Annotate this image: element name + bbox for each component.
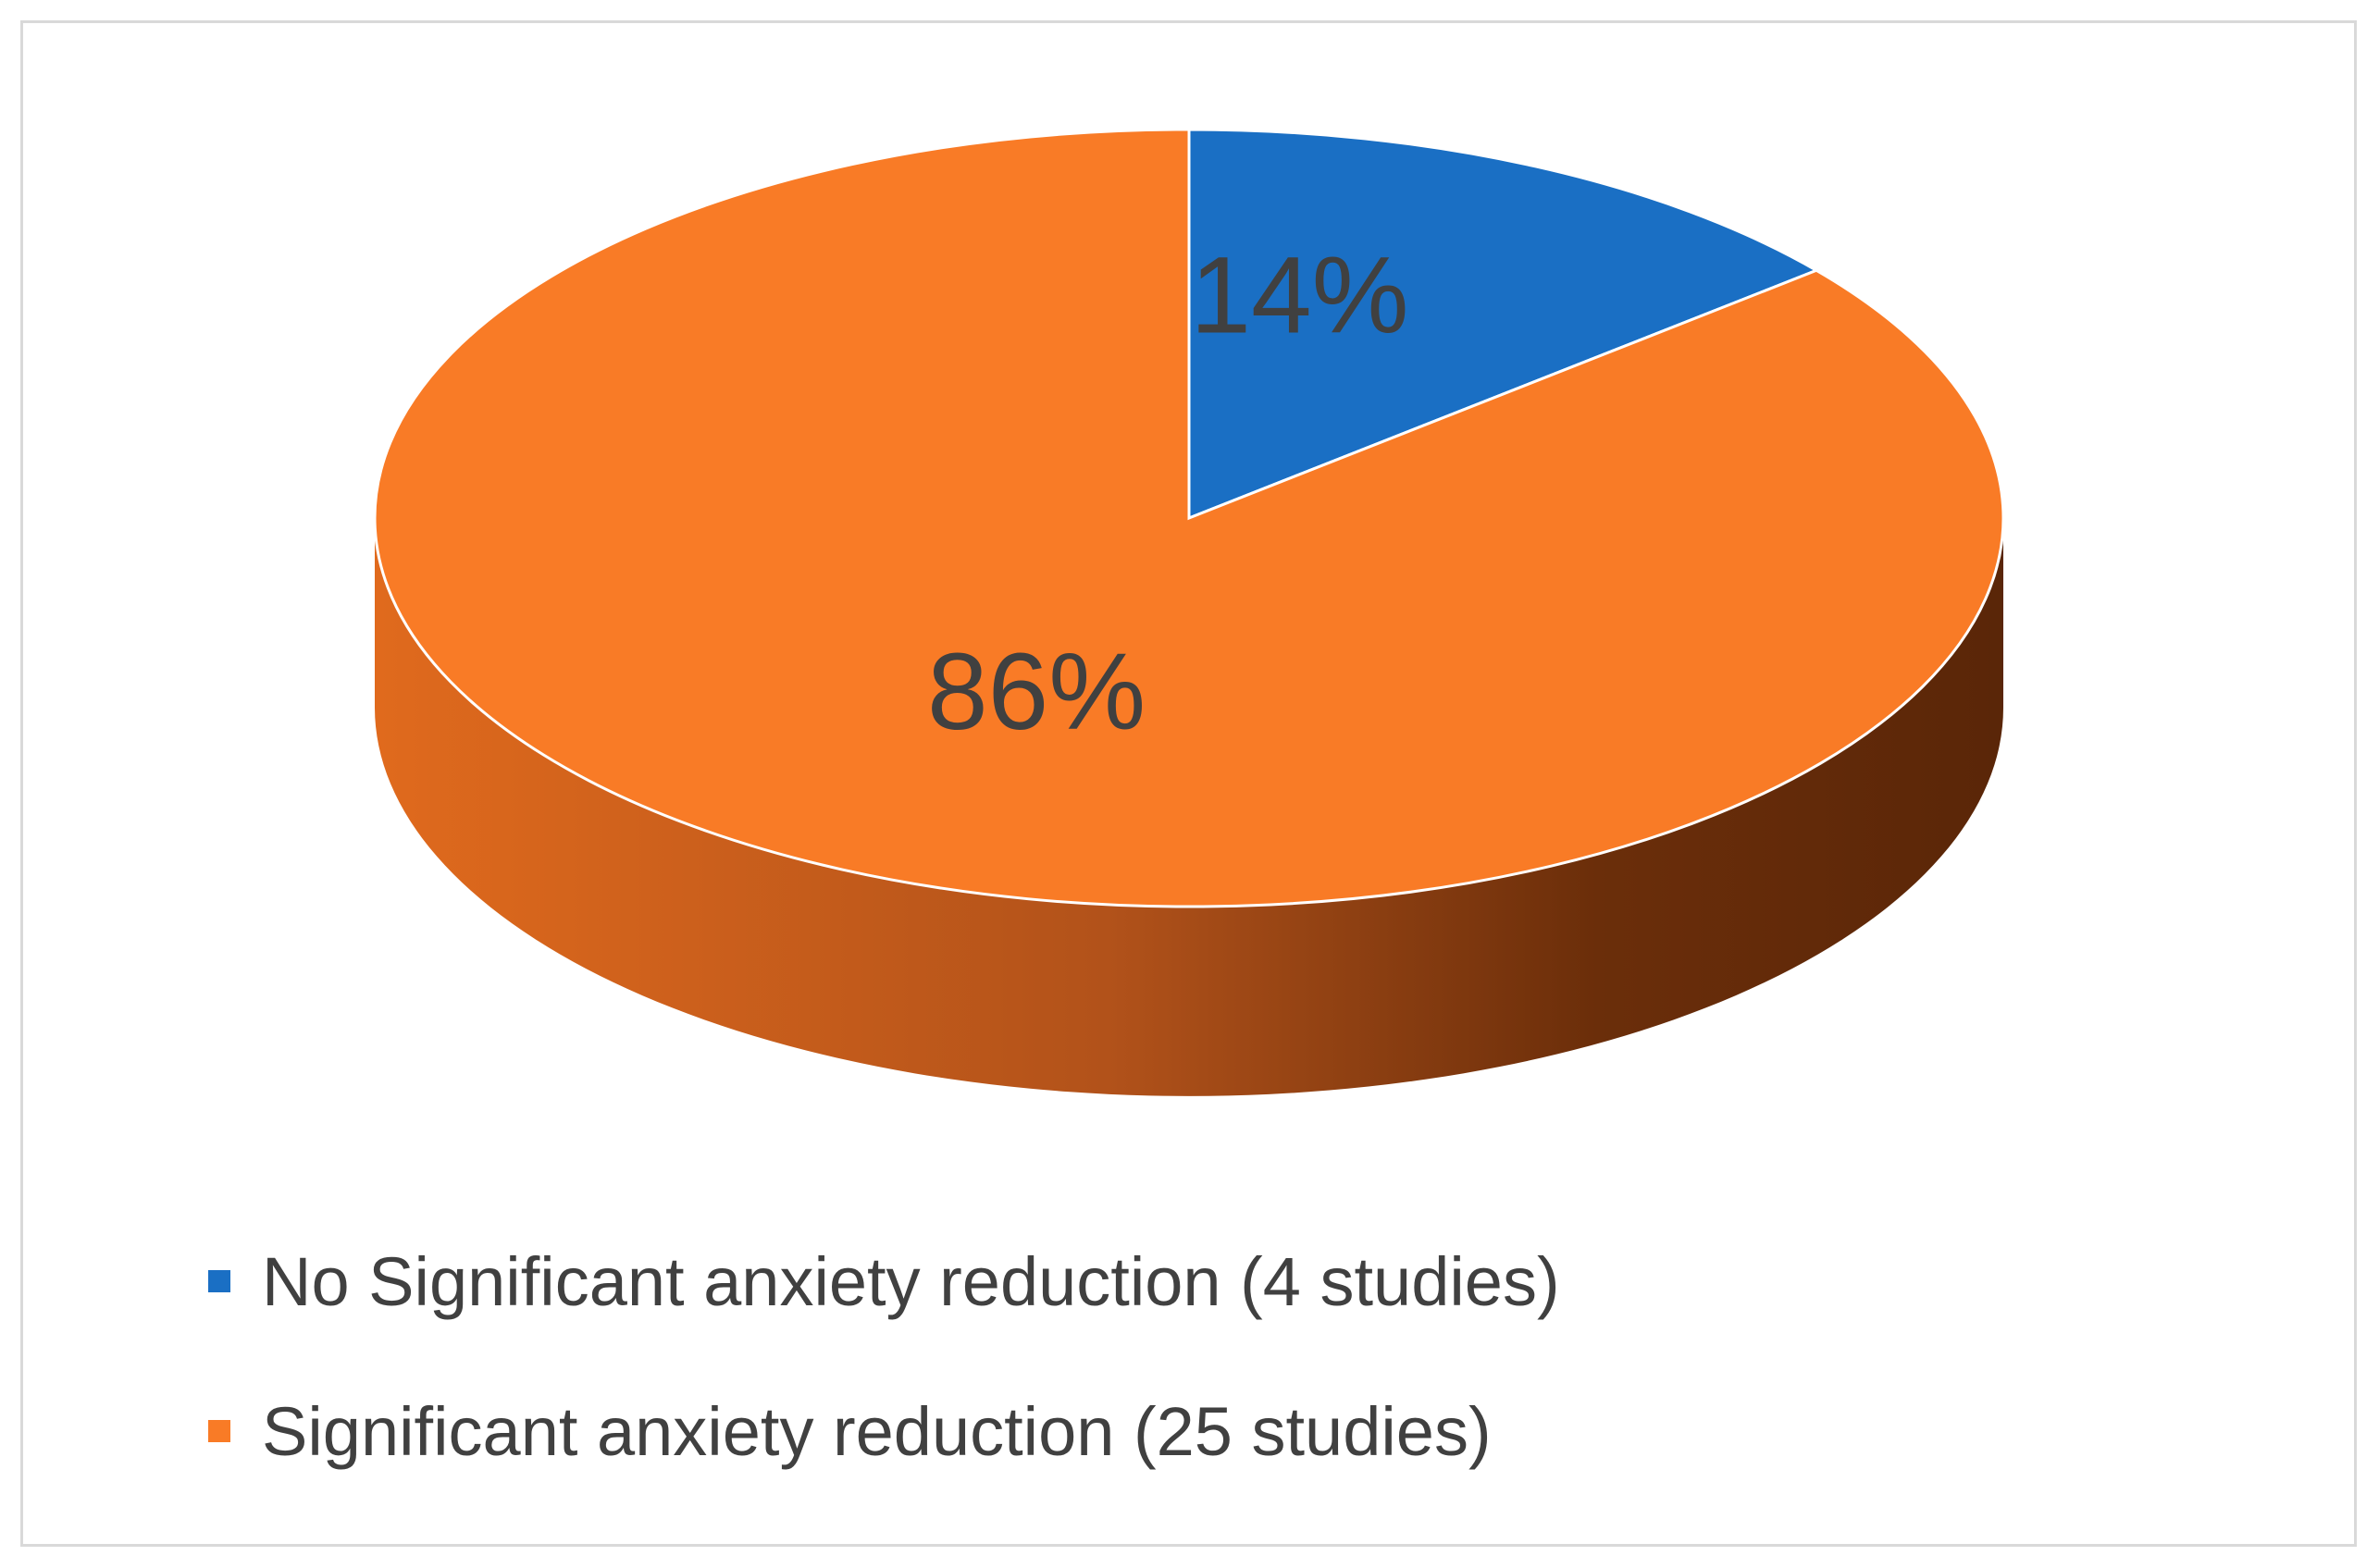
legend-swatch-2 [208,1420,230,1442]
pie-slice-1 [1187,128,1820,521]
chart-frame: 14% 86% No Significant anxiety reduction … [20,20,2357,1547]
pie-slice-2 [373,128,2005,908]
legend: No Significant anxiety reduction (4 stud… [208,1237,1560,1537]
data-label-1: 14% [1190,235,1408,357]
data-label-2: 86% [927,631,1146,753]
legend-item-1: No Significant anxiety reduction (4 stud… [208,1237,1560,1326]
pie-side-wall [375,518,2003,1096]
pie-chart: 14% 86% [373,128,2005,1096]
legend-swatch-1 [208,1270,230,1292]
legend-label-1: No Significant anxiety reduction (4 stud… [262,1242,1560,1320]
legend-item-2: Significant anxiety reduction (25 studie… [208,1387,1560,1475]
legend-label-2: Significant anxiety reduction (25 studie… [262,1392,1492,1470]
